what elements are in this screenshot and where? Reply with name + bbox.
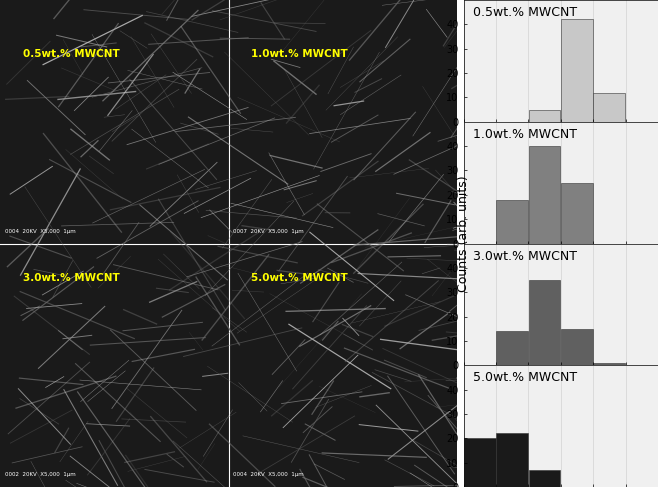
Bar (594, 93, 625, 122)
Text: 3.0wt.% MWCNT: 3.0wt.% MWCNT (473, 249, 577, 262)
Text: 0004  20KV  X5,000  1µm: 0004 20KV X5,000 1µm (233, 472, 304, 477)
Text: 0.5wt.% MWCNT: 0.5wt.% MWCNT (23, 49, 120, 59)
Bar (496, 331, 528, 365)
Text: 0004  20KV  X5,000  1µm: 0004 20KV X5,000 1µm (5, 229, 75, 234)
Text: 3.0wt.% MWCNT: 3.0wt.% MWCNT (23, 273, 120, 283)
Text: Counts (arb. units): Counts (arb. units) (457, 175, 470, 292)
Bar (496, 200, 528, 244)
Text: 1.0wt.% MWCNT: 1.0wt.% MWCNT (473, 128, 577, 141)
Bar (561, 183, 593, 244)
Bar (561, 329, 593, 365)
Text: 0002  20KV  X5,000  1µm: 0002 20KV X5,000 1µm (5, 472, 75, 477)
Bar (528, 146, 561, 244)
Text: 0007  20KV  X5,000  1µm: 0007 20KV X5,000 1µm (233, 229, 304, 234)
Bar (496, 433, 528, 487)
Text: 5.0wt.% MWCNT: 5.0wt.% MWCNT (473, 371, 577, 384)
Text: 1.0wt.% MWCNT: 1.0wt.% MWCNT (251, 49, 348, 59)
Bar (464, 438, 495, 487)
Bar (528, 110, 561, 122)
Text: 0.5wt.% MWCNT: 0.5wt.% MWCNT (473, 6, 577, 19)
Bar (594, 363, 625, 365)
Text: 5.0wt.% MWCNT: 5.0wt.% MWCNT (251, 273, 348, 283)
Bar (528, 470, 561, 487)
Bar (561, 19, 593, 122)
Bar (528, 280, 561, 365)
